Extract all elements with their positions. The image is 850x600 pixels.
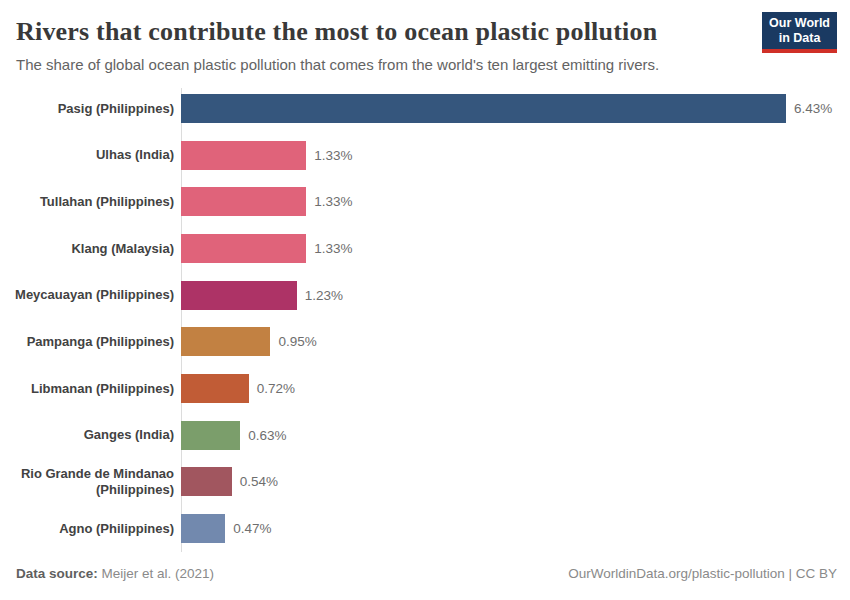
chart-footer: Data source: Meijer et al. (2021) OurWor… [16, 566, 837, 581]
bar-value: 0.47% [233, 521, 271, 536]
license-link[interactable]: OurWorldinData.org/plastic-pollution | C… [568, 566, 837, 581]
bar-row: Meycauayan (Philippines) 1.23% [0, 272, 850, 319]
bar-label: Meycauayan (Philippines) [0, 287, 181, 303]
bar-label: Pasig (Philippines) [0, 101, 181, 117]
bar-row: Pasig (Philippines) 6.43% [0, 85, 850, 132]
owid-logo-line1: Our World [769, 16, 830, 31]
bar-rows: Pasig (Philippines) 6.43% Ulhas (India) 1.3… [0, 85, 850, 552]
data-source: Data source: Meijer et al. (2021) [16, 566, 214, 581]
bar-chart: Pasig (Philippines) 6.43% Ulhas (India) 1.3… [0, 85, 850, 552]
bar[interactable] [181, 467, 232, 496]
bar[interactable] [181, 94, 786, 123]
bar-row: Agno (Philippines) 0.47% [0, 505, 850, 552]
bar[interactable] [181, 281, 297, 310]
bar-row: Rio Grande de Mindanao (Philippines) 0.54… [0, 459, 850, 506]
owid-logo[interactable]: Our World in Data [762, 12, 837, 53]
bar-label: Klang (Malaysia) [0, 241, 181, 257]
bar-value: 1.33% [314, 148, 352, 163]
bar[interactable] [181, 327, 270, 356]
bar-row: Pampanga (Philippines) 0.95% [0, 318, 850, 365]
bar-row: Klang (Malaysia) 1.33% [0, 225, 850, 272]
bar[interactable] [181, 234, 306, 263]
bar[interactable] [181, 141, 306, 170]
bar-label: Ulhas (India) [0, 147, 181, 163]
bar-label: Rio Grande de Mindanao (Philippines) [0, 466, 181, 497]
bar-row: Tullahan (Philippines) 1.33% [0, 178, 850, 225]
bar-label: Tullahan (Philippines) [0, 194, 181, 210]
bar-value: 1.33% [314, 241, 352, 256]
bar-row: Ganges (India) 0.63% [0, 412, 850, 459]
bar-value: 0.72% [257, 381, 295, 396]
bar[interactable] [181, 374, 249, 403]
bar-value: 1.33% [314, 194, 352, 209]
bar-label: Libmanan (Philippines) [0, 381, 181, 397]
bar-value: 0.95% [278, 334, 316, 349]
chart-page: Rivers that contribute the most to ocean… [0, 0, 850, 600]
bar-row: Ulhas (India) 1.33% [0, 132, 850, 179]
bar-row: Libmanan (Philippines) 0.72% [0, 365, 850, 412]
owid-logo-line2: in Data [769, 31, 830, 46]
chart-title: Rivers that contribute the most to ocean… [16, 17, 657, 47]
bar-value: 6.43% [794, 101, 832, 116]
bar-value: 0.63% [248, 428, 286, 443]
bar-label: Agno (Philippines) [0, 521, 181, 537]
bar-value: 0.54% [240, 474, 278, 489]
bar-value: 1.23% [305, 288, 343, 303]
bar[interactable] [181, 187, 306, 216]
data-source-label: Data source: [16, 566, 98, 581]
bar-label: Pampanga (Philippines) [0, 334, 181, 350]
bar[interactable] [181, 421, 240, 450]
bar-label: Ganges (India) [0, 427, 181, 443]
data-source-value: Meijer et al. (2021) [98, 566, 214, 581]
chart-subtitle: The share of global ocean plastic pollut… [16, 56, 659, 73]
bar[interactable] [181, 514, 225, 543]
